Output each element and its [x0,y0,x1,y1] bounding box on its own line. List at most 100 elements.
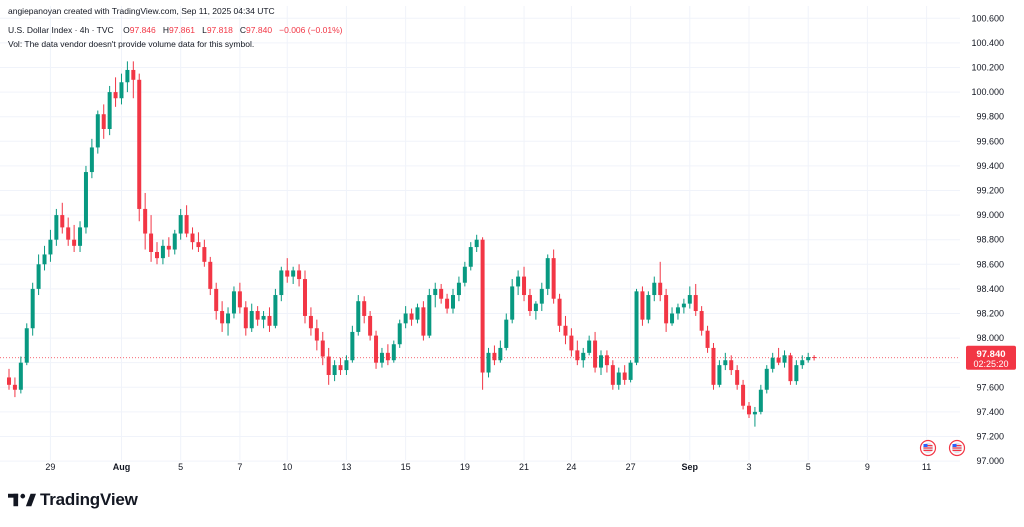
price-tick-label: 99.600 [976,136,1004,146]
candle-body [7,377,11,385]
candle-body [675,307,680,314]
candle-body [516,276,521,287]
candle-body [89,147,94,173]
us-flag-icon[interactable] [919,439,937,457]
candle-down [640,286,645,326]
candle-up [379,347,384,368]
candle-down [735,365,740,390]
candle-body [72,239,77,246]
candle-body [563,325,568,336]
candle-up [451,288,455,314]
candle-body [545,258,550,289]
candle-up [510,279,515,324]
candle-up [415,303,420,324]
candle-body [764,368,769,390]
candle-body [119,82,124,99]
time-tick-label: 7 [237,462,242,472]
candle-body [640,291,645,320]
symbol-title[interactable]: U.S. Dollar Index · 4h · TVC [8,25,114,35]
price-tick-label: 99.000 [976,210,1004,220]
candle-down [563,315,568,345]
candle-down [492,345,497,366]
candle-down [658,261,663,302]
candle-body [60,215,65,228]
candle-up [539,282,544,312]
tradingview-logo-icon [8,493,36,507]
candle-body [664,295,669,324]
candle-up [78,221,83,252]
candle-up [687,286,692,309]
candle-body [693,295,698,312]
candle-body [610,365,615,385]
candle-up [675,303,680,320]
candle-body [379,352,384,363]
candle-body [806,357,811,361]
candle-body [125,69,130,83]
candle-body [249,311,254,329]
time-tick-label: 3 [746,462,751,472]
candle-up [54,208,59,246]
candle-up [752,406,757,427]
candle-down [255,306,260,326]
candle-up [391,340,396,363]
candle-body [527,295,532,312]
candle-down [101,104,106,139]
time-tick-label: 29 [45,462,55,472]
candle-up [634,288,639,366]
candle-body [735,370,740,385]
candle-body [575,350,580,361]
us-flag-icon[interactable] [948,439,966,457]
candle-body [468,247,473,267]
candle-down [747,402,751,419]
candle-down [12,377,17,398]
candle-up [356,295,361,336]
candle-body [101,114,106,129]
candle-body [504,319,509,348]
time-tick-label: 24 [566,462,576,472]
candle-body [812,357,817,359]
candle-body [226,313,231,324]
price-tick-label: 100.200 [971,62,1004,72]
tradingview-brand[interactable]: TradingView [8,488,138,512]
close-label: C [239,25,247,35]
candle-body [303,279,307,316]
candle-down [480,237,485,390]
candle-down [202,239,207,267]
candle-down [569,328,574,357]
candle-body [427,295,432,336]
price-tick-label: 97.400 [976,407,1004,417]
candle-up [30,282,35,336]
candle-body [78,227,83,246]
candle-body [522,276,527,296]
close-value: 97.840 [246,25,273,35]
candle-body [729,360,734,371]
low-value: 97.818 [206,25,233,35]
candle-body [48,239,53,255]
candle-body [18,362,23,390]
candle-body [581,352,586,361]
candle-up [172,229,177,255]
symbol-legend[interactable]: U.S. Dollar Index · 4h · TVC O97.846 H97… [8,25,342,35]
candle-down [664,288,669,332]
candle-body [539,288,544,304]
candle-body [652,282,657,296]
candle-down [184,205,189,238]
candle-body [599,355,603,368]
time-tick-label: 10 [282,462,292,472]
candle-up [433,282,438,308]
candle-body [385,352,390,361]
candle-up [83,165,88,234]
price-tick-label: 97.200 [976,431,1004,441]
candle-down [622,365,627,385]
candle-up [18,356,23,394]
candle-body [616,372,621,385]
candle-up [758,384,763,415]
candle-down [308,307,313,336]
candle-body [628,362,633,380]
candle-body [356,301,361,332]
candle-body [297,270,302,280]
candle-down [60,202,65,234]
candle-body [202,247,207,262]
